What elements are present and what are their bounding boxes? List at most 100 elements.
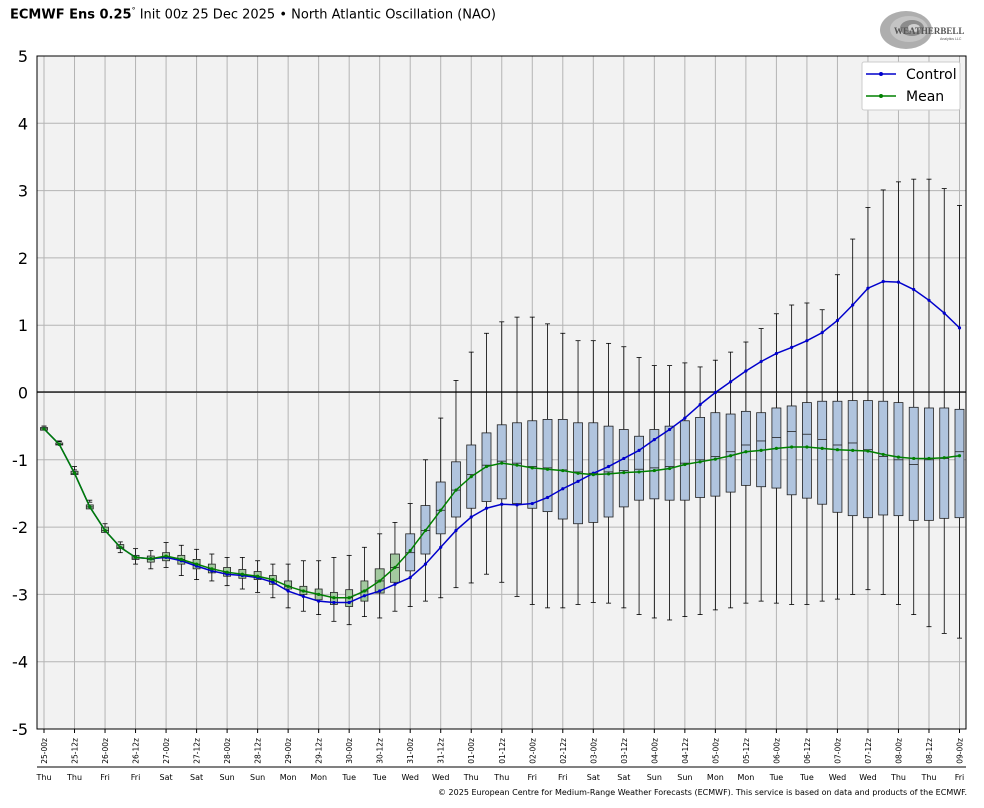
control-point [866, 286, 870, 290]
mean-point [225, 570, 229, 574]
mean-point [561, 468, 565, 473]
mean-point [698, 460, 702, 464]
mean-point [164, 554, 168, 558]
day-label: Fri [558, 773, 568, 782]
y-tick-label: -3 [12, 585, 28, 604]
mean-point [896, 455, 901, 459]
ensemble-box [802, 402, 812, 499]
ensemble-box [634, 435, 644, 501]
control-point [347, 600, 351, 605]
control-point [851, 303, 855, 307]
mean-point [683, 462, 687, 467]
swirl-icon [880, 11, 932, 49]
day-label: Thu [920, 773, 936, 782]
control-point [881, 279, 885, 284]
mean-point [362, 589, 367, 593]
day-label: Mon [280, 773, 297, 782]
day-label: Sat [160, 773, 173, 782]
x-axis-ticks: 25-00z Thu 25-12z Thu 26-00z Fri 26-12z Fri 27-0… [35, 729, 965, 782]
ensemble-box [878, 400, 889, 516]
x-tick-label: 04-12z [681, 738, 690, 764]
x-tick-label: 31-12z [437, 738, 446, 764]
x-tick-label: 30-00z [345, 738, 354, 764]
ensemble-box [527, 420, 538, 509]
day-label: Thu [66, 773, 82, 782]
mean-point [103, 528, 107, 533]
ensemble-box [847, 400, 858, 517]
ensemble-box [924, 407, 934, 521]
control-point [423, 562, 428, 566]
ensemble-box [863, 400, 873, 519]
mean-point [149, 557, 153, 561]
mean-point [744, 450, 748, 454]
y-tick-label: 2 [18, 249, 28, 268]
control-point [698, 403, 702, 407]
ensemble-box [954, 408, 965, 519]
y-tick-label: -1 [12, 451, 28, 470]
x-tick-label: 08-12z [925, 738, 934, 764]
day-label: Thu [463, 773, 479, 782]
control-point [957, 326, 962, 330]
mean-point [667, 466, 672, 471]
y-tick-label: 4 [18, 114, 28, 133]
x-tick-label: 29-00z [284, 738, 293, 764]
mean-point [484, 464, 489, 469]
day-label: Sat [587, 773, 600, 782]
day-label: Tue [372, 773, 387, 782]
control-point [729, 380, 733, 384]
control-point [500, 502, 504, 506]
x-tick-label: 08-00z [894, 738, 903, 764]
x-tick-label: 01-00z [467, 738, 476, 764]
mean-point [194, 562, 199, 566]
day-label: Sun [219, 773, 234, 782]
day-label: Wed [432, 773, 449, 782]
day-label: Fri [131, 773, 141, 782]
x-tick-label: 29-12z [315, 738, 324, 764]
x-tick-label: 05-12z [742, 738, 751, 764]
legend: Control Mean [861, 61, 961, 111]
legend-label: Control [906, 67, 957, 83]
ensemble-box [832, 400, 843, 513]
x-tick-label: 30-12z [376, 738, 385, 764]
mean-point [530, 466, 534, 470]
control-point [667, 427, 672, 432]
mean-point [240, 572, 244, 576]
mean-point [423, 528, 428, 533]
mean-point [622, 470, 626, 475]
day-label: Mon [707, 773, 724, 782]
mean-point [790, 445, 794, 449]
day-label: Thu [35, 773, 51, 782]
x-tick-label: 26-12z [132, 738, 141, 764]
mean-point [42, 427, 46, 431]
mean-point [378, 579, 382, 583]
day-label: Sun [250, 773, 265, 782]
control-point [469, 515, 473, 519]
control-point [896, 280, 901, 284]
mean-point [866, 449, 870, 453]
control-point [393, 582, 397, 586]
mean-point [408, 549, 412, 553]
day-label: Tue [769, 773, 784, 782]
mean-point [515, 463, 519, 467]
x-tick-label: 31-00z [406, 738, 415, 764]
mean-point [317, 592, 321, 597]
x-tick-label: 07-12z [864, 738, 873, 764]
model-name: ECMWF Ens 0.25 [10, 7, 132, 23]
mean-point [591, 473, 595, 477]
ensemble-box [679, 420, 690, 501]
day-label: Wed [859, 773, 876, 782]
y-tick-label: 3 [18, 182, 28, 201]
day-label: Wed [829, 773, 846, 782]
mean-point [927, 456, 931, 461]
control-point [759, 359, 763, 364]
x-tick-label: 03-00z [589, 738, 598, 764]
mean-point [72, 471, 77, 475]
control-point [561, 487, 565, 491]
control-point [683, 416, 687, 420]
control-point [530, 501, 534, 506]
mean-point [713, 457, 717, 461]
control-point [774, 351, 779, 356]
x-tick-label: 03-12z [620, 738, 629, 764]
index-name: North Atlantic Oscillation (NAO) [291, 7, 496, 23]
control-point [317, 599, 321, 603]
